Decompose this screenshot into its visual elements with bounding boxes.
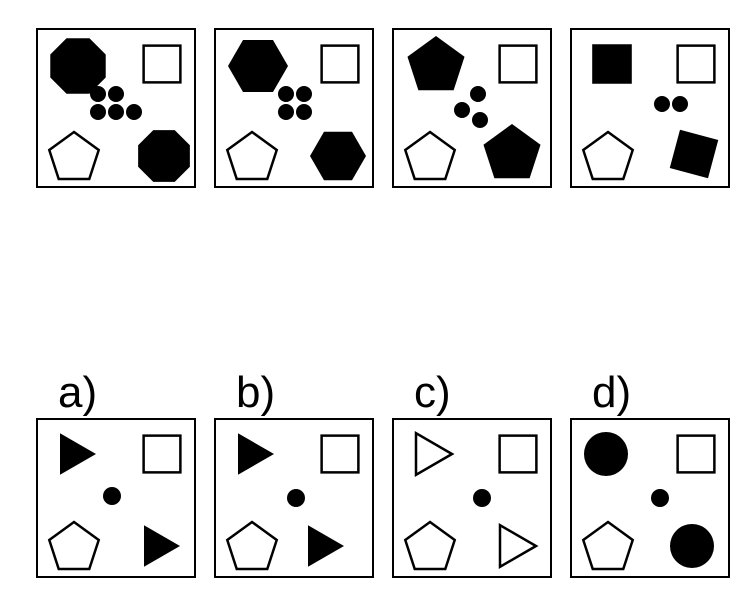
shape-circle <box>103 487 121 505</box>
shape-5gon <box>405 132 454 179</box>
shape-circle <box>654 96 670 112</box>
shape-3gon <box>308 525 344 567</box>
shape-circle <box>584 432 628 476</box>
shape-5gon <box>407 36 464 90</box>
shape-5gon <box>405 522 454 569</box>
shape-circle <box>108 104 124 120</box>
panel-bot-3 <box>570 418 730 578</box>
panel-top-2 <box>392 28 552 188</box>
shape-4gon <box>144 46 181 83</box>
panel-top-0 <box>36 28 196 188</box>
shape-6gon <box>310 132 366 181</box>
shape-5gon <box>227 522 276 569</box>
shape-circle <box>287 489 305 507</box>
panel-svg <box>572 420 732 580</box>
shape-3gon <box>416 433 452 475</box>
shape-5gon <box>49 132 98 179</box>
shape-circle <box>126 104 142 120</box>
shape-4gon <box>500 436 537 473</box>
shape-4gon <box>322 436 359 473</box>
option-label-b: b) <box>236 368 275 418</box>
panel-bot-0 <box>36 418 196 578</box>
shape-5gon <box>583 522 632 569</box>
shape-circle <box>670 524 714 568</box>
shape-circle <box>473 489 491 507</box>
shape-circle <box>278 86 294 102</box>
shape-5gon <box>583 132 632 179</box>
panel-svg <box>216 30 376 190</box>
panel-bot-1 <box>214 418 374 578</box>
shape-circle <box>296 104 312 120</box>
shape-8gon <box>138 130 190 182</box>
panel-svg <box>38 420 198 580</box>
shape-circle <box>651 489 669 507</box>
shape-circle <box>108 86 124 102</box>
shape-4gon <box>144 436 181 473</box>
shape-circle <box>90 86 106 102</box>
panel-svg <box>216 420 376 580</box>
panel-svg <box>572 30 732 190</box>
shape-3gon <box>500 525 536 567</box>
shape-circle <box>672 96 688 112</box>
shape-circle <box>90 104 106 120</box>
shape-3gon <box>60 433 96 475</box>
shape-circle <box>472 112 488 128</box>
shape-circle <box>278 104 294 120</box>
shape-4gon <box>678 436 715 473</box>
panel-top-1 <box>214 28 374 188</box>
panel-svg <box>394 30 554 190</box>
shape-4gon <box>500 46 537 83</box>
option-label-a: a) <box>58 368 97 418</box>
shape-6gon <box>228 40 288 92</box>
shape-circle <box>296 86 312 102</box>
shape-5gon <box>49 522 98 569</box>
panel-top-3 <box>570 28 730 188</box>
shape-8gon <box>50 38 105 93</box>
panel-svg <box>38 30 198 190</box>
shape-4gon <box>592 44 632 84</box>
panel-svg <box>394 420 554 580</box>
shape-circle <box>470 86 486 102</box>
shape-3gon <box>144 525 180 567</box>
shape-5gon <box>227 132 276 179</box>
panel-bot-2 <box>392 418 552 578</box>
option-label-c: c) <box>414 368 451 418</box>
shape-3gon <box>238 433 274 475</box>
shape-5gon <box>483 124 540 178</box>
shape-circle <box>454 102 470 118</box>
option-label-d: d) <box>592 368 631 418</box>
shape-4gon <box>322 46 359 83</box>
shape-4gon <box>678 46 715 83</box>
shape-4gon <box>670 130 719 179</box>
